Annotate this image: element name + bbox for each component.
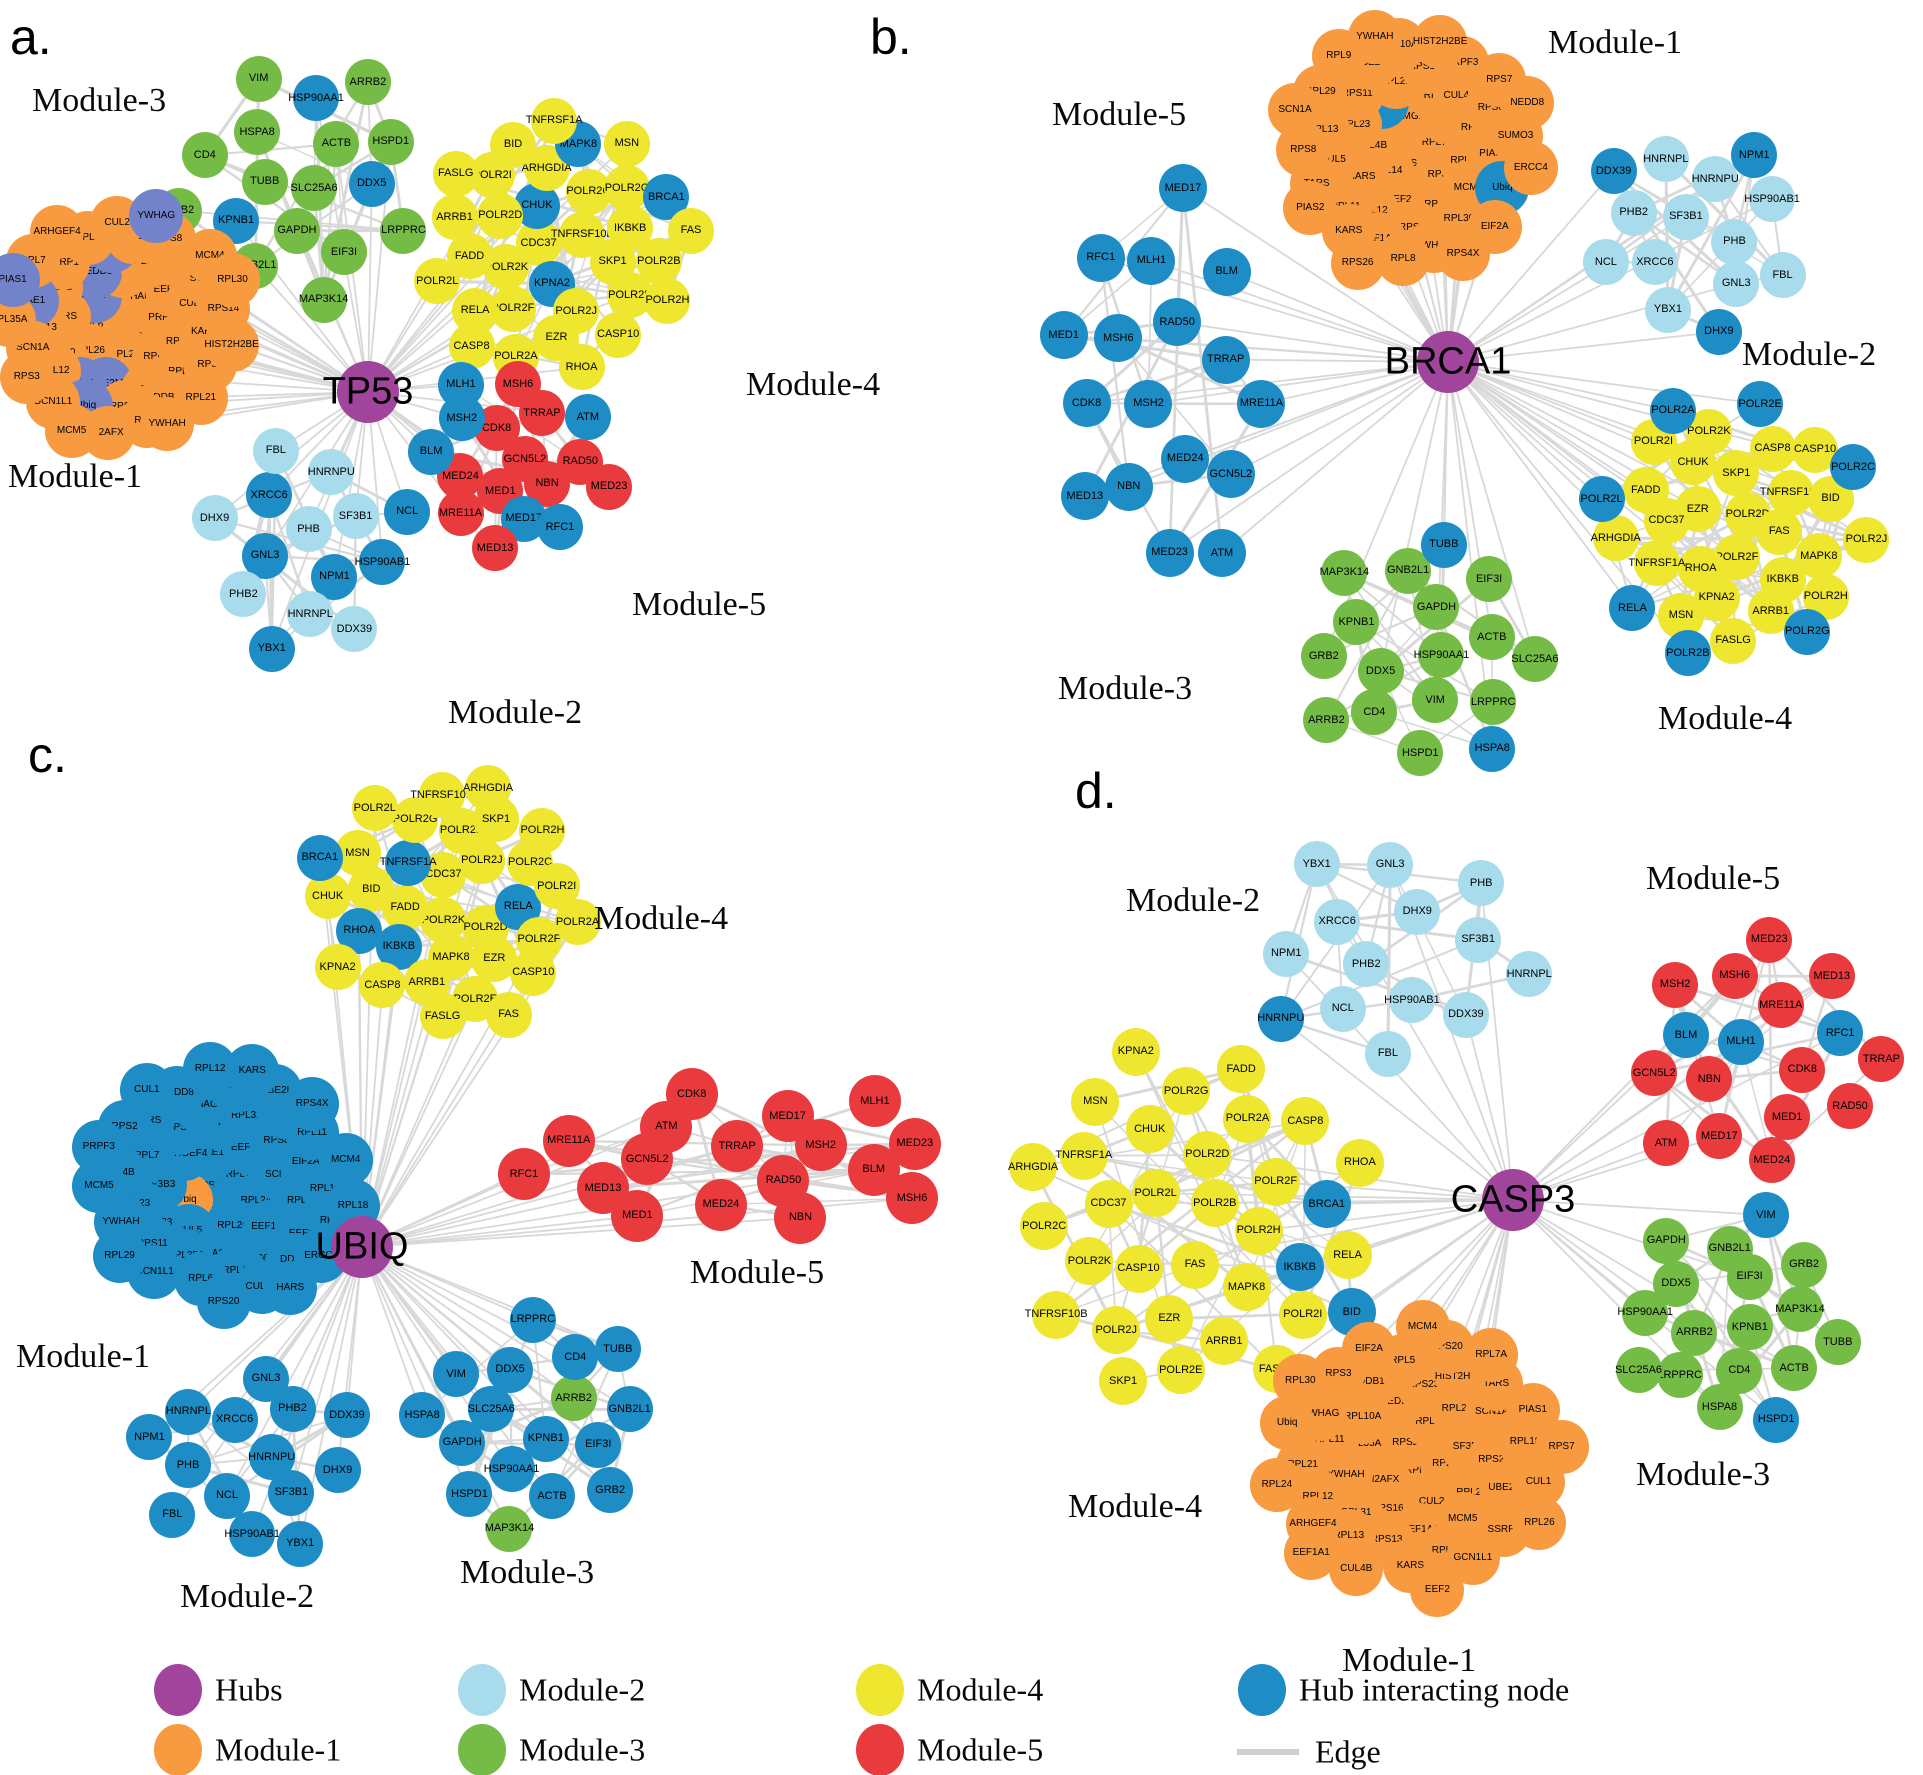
edge [1182, 187, 1449, 363]
legend-swatch-module5 [856, 1724, 904, 1775]
node-[interactable] [331, 1216, 393, 1278]
edge [361, 1246, 575, 1399]
edge [1447, 330, 1719, 363]
edge [1512, 1199, 1766, 1217]
edge [1083, 1155, 1276, 1183]
edge [1379, 361, 1449, 672]
edge [1258, 1199, 1514, 1232]
edge [361, 1246, 611, 1492]
legend-swatch-hub-interacting-node [1238, 1664, 1286, 1716]
edge [1447, 282, 1737, 363]
edge [1351, 1199, 1514, 1314]
legend-swatch-hubs [154, 1664, 202, 1716]
edge [1653, 1003, 1782, 1075]
legend-edge-sample [1237, 1749, 1299, 1755]
edge [1169, 361, 1449, 554]
edge [333, 391, 369, 577]
edge [1368, 1199, 1514, 1350]
node-ATM[interactable]: ATM [1198, 529, 1246, 578]
edge [1674, 983, 1841, 1035]
legend-swatch-module2 [458, 1664, 506, 1716]
legend-label-module5: Module-5 [917, 1731, 1044, 1768]
edge [1280, 1018, 1514, 1201]
edge [1447, 170, 1615, 363]
legend-label-module4: Module-4 [917, 1671, 1044, 1708]
edge [1447, 361, 1536, 660]
edge [1180, 1266, 1301, 1371]
edge [1225, 358, 1449, 363]
edge [1168, 188, 1185, 553]
node-BLM[interactable]: BLM [1202, 247, 1251, 296]
edge [361, 939, 540, 1248]
edge [1435, 606, 1494, 750]
edge [1177, 321, 1449, 363]
edge [1261, 361, 1449, 405]
edge [1664, 159, 1670, 310]
legend-label-hubs: Hubs [215, 1671, 283, 1708]
node-BID[interactable]: BID [490, 121, 537, 168]
edge [1665, 158, 1784, 276]
node-MSH6[interactable]: MSH6 [1094, 314, 1143, 363]
edge [1447, 361, 1674, 412]
edge [551, 1349, 619, 1497]
legend-label-hub-interacting-node: Hub interacting node [1299, 1671, 1570, 1708]
edge [1063, 333, 1226, 362]
edge [568, 1139, 821, 1147]
edge [1512, 1199, 1750, 1278]
edge [1108, 1202, 1301, 1269]
edge [361, 1145, 738, 1248]
edge [1117, 337, 1232, 475]
node-[interactable] [337, 361, 399, 423]
edge [322, 143, 338, 300]
edge [1684, 1034, 1774, 1162]
edge [1148, 361, 1449, 405]
edge [361, 1246, 619, 1351]
legend-swatch-module3 [458, 1724, 506, 1775]
node-[interactable] [1482, 1169, 1544, 1231]
legend-label-edge: Edge [1315, 1733, 1381, 1770]
edge [1151, 260, 1449, 363]
node-RPL24[interactable]: RPL24 [1249, 1458, 1304, 1513]
legend-swatch-module1 [154, 1724, 202, 1775]
edge [1230, 361, 1449, 476]
edge [1764, 1214, 1796, 1369]
node-POLR2G[interactable]: POLR2G [1162, 1067, 1211, 1116]
edge [1447, 361, 1647, 492]
node-VIM[interactable]: VIM [1742, 1192, 1789, 1239]
edge [1447, 361, 1603, 500]
edge [1771, 1058, 1883, 1162]
edge [1099, 257, 1130, 487]
edge [1082, 1154, 1248, 1289]
edge [361, 1214, 638, 1248]
edge [1389, 864, 1467, 1016]
legend-label-module1: Module-1 [215, 1731, 342, 1768]
edge [602, 1168, 874, 1190]
edge [1226, 270, 1449, 363]
edge [1326, 1199, 1514, 1205]
node-RPL30[interactable]: RPL30 [205, 252, 260, 307]
edge [290, 1246, 363, 1494]
edge [1221, 361, 1449, 554]
legend-swatch-module4 [856, 1664, 904, 1716]
edge [204, 154, 345, 254]
node-[interactable] [1417, 331, 1479, 393]
node-CD4[interactable]: CD4 [181, 132, 228, 179]
edge [1666, 154, 1756, 311]
edge [361, 1246, 513, 1470]
edge [637, 1168, 874, 1217]
edge [361, 1246, 547, 1440]
edge [1447, 361, 1634, 609]
node-HARS[interactable]: HARS [263, 1260, 318, 1315]
edge [1386, 864, 1392, 1054]
legend-label-module3: Module-3 [519, 1731, 646, 1768]
legend-label-module2: Module-2 [519, 1671, 646, 1708]
edge [1343, 572, 1436, 701]
edge [1447, 361, 1761, 406]
edge [367, 183, 373, 393]
node-POLR2J[interactable]: POLR2J [1092, 1306, 1141, 1355]
